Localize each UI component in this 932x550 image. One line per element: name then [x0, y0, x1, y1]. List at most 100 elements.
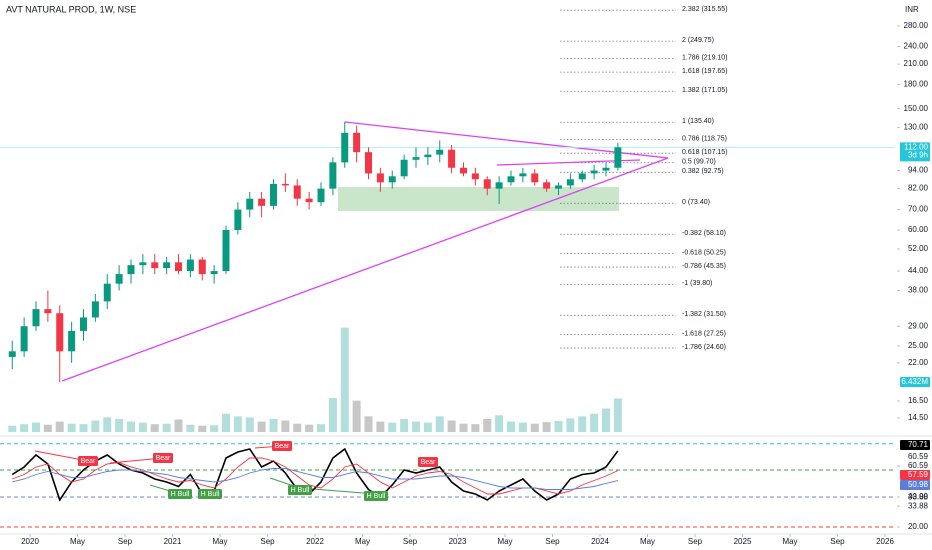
fib-label: 0.382 (92.75): [682, 168, 724, 175]
volume-bar: [103, 417, 112, 432]
y-tick-label: 14.50: [908, 413, 929, 422]
bull-label: H Bull: [291, 487, 310, 494]
candle-body: [531, 173, 539, 183]
rsi-tick-label: 33.88: [908, 492, 929, 501]
y-tick-label: 52.00: [908, 244, 929, 253]
volume-bar: [91, 420, 100, 432]
volume-bar: [447, 420, 456, 432]
bear-tag: [272, 441, 292, 451]
y-tick-label: 70.00: [908, 205, 929, 214]
volume-bar: [542, 422, 551, 432]
volume-bar: [257, 421, 266, 432]
candle-body: [341, 132, 349, 163]
candle-body: [578, 173, 586, 180]
candle-body: [103, 283, 111, 302]
volume-bar: [388, 422, 397, 432]
fib-label: 0.786 (118.75): [682, 135, 727, 142]
candle-body: [68, 330, 76, 352]
fib-label: -0.618 (50.25): [682, 249, 726, 256]
candle-body: [483, 179, 491, 189]
volume-bar: [412, 421, 420, 432]
volume-bar: [127, 421, 135, 432]
candle-body: [555, 185, 562, 189]
volume-bar: [483, 418, 492, 432]
fib-label: 2 (249.75): [682, 37, 714, 44]
candle-body: [388, 176, 396, 183]
volume-bar: [471, 424, 480, 432]
bear-label: Bear: [156, 455, 171, 462]
candle-body: [590, 170, 598, 174]
volume-bar: [435, 416, 444, 432]
x-tick-label: 2021: [164, 537, 182, 546]
candle-body: [20, 326, 28, 352]
x-tick-label: May: [782, 537, 797, 546]
volume-bar: [115, 418, 124, 432]
x-tick-label: May: [640, 537, 655, 546]
volume-bar: [186, 424, 195, 432]
candle-body: [376, 173, 384, 183]
bear-tag: [78, 456, 98, 466]
x-tick-label: Sep: [260, 537, 275, 546]
rsi-line: [12, 457, 619, 495]
volume-bar: [269, 418, 278, 432]
volume-bar: [602, 408, 610, 432]
y-tick-label: 280.00: [904, 21, 929, 30]
bear-label: Bear: [275, 443, 290, 450]
candle-body: [400, 159, 408, 177]
volume-bar: [376, 421, 385, 432]
candle-body: [163, 262, 171, 269]
trendline: [344, 121, 669, 159]
rsi-badge-label: 57.59: [908, 470, 929, 479]
x-tick-label: May: [70, 537, 85, 546]
y-tick-label: 44.00: [908, 266, 929, 275]
x-tick-label: May: [497, 537, 512, 546]
candle-body: [317, 188, 325, 203]
candle-body: [127, 265, 135, 275]
volume-bar: [43, 424, 52, 432]
volume-bar: [245, 417, 254, 432]
x-tick-label: Sep: [545, 537, 560, 546]
x-tick-label: 2022: [306, 537, 324, 546]
candle-body: [198, 259, 206, 275]
volume-bar: [150, 424, 159, 432]
price-badge: [900, 142, 930, 162]
x-tick-label: Sep: [830, 537, 845, 546]
volume-bar: [233, 416, 242, 432]
y-tick-label: 82.00: [908, 184, 929, 193]
fib-label: -1.382 (31.50): [682, 311, 726, 318]
fib-label: 1.382 (171.05): [682, 87, 728, 94]
x-tick-label: 2025: [734, 537, 752, 546]
candle-body: [151, 262, 159, 269]
candle-body: [436, 149, 444, 155]
y-tick-label: 38.00: [908, 286, 929, 295]
candle-body: [175, 262, 182, 272]
rsi-tick-label: 40.00: [908, 492, 929, 501]
x-tick-label: 2024: [591, 537, 609, 546]
currency: INR: [905, 5, 919, 14]
candle-body: [115, 274, 123, 284]
volume-bar: [79, 424, 88, 432]
fib-label: -1.786 (24.60): [682, 344, 726, 351]
rsi-line: [12, 468, 618, 490]
volume-bar: [8, 425, 17, 432]
fib-label: 1.786 (219.10): [682, 54, 728, 61]
fib-label: 2.382 (315.55): [682, 6, 728, 13]
rsi-tick-label: 60.59: [908, 461, 929, 470]
volume-bar: [55, 421, 64, 432]
volume-badge-label: 6.432M: [901, 377, 928, 386]
x-tick-label: Sep: [688, 537, 703, 546]
bull-tag: [288, 485, 312, 495]
x-tick-label: Sep: [118, 537, 133, 546]
candle-body: [8, 351, 16, 357]
fib-label: 0.5 (99.70): [682, 159, 716, 166]
candle-body: [412, 157, 420, 160]
y-tick-label: 130.00: [904, 123, 929, 132]
candle-body: [460, 167, 467, 174]
candle-body: [186, 259, 194, 272]
volume-bar: [578, 416, 587, 432]
y-tick-label: 22.00: [908, 358, 929, 367]
rsi-tick-label: 33.88: [908, 501, 929, 510]
volume-bar: [32, 422, 40, 432]
